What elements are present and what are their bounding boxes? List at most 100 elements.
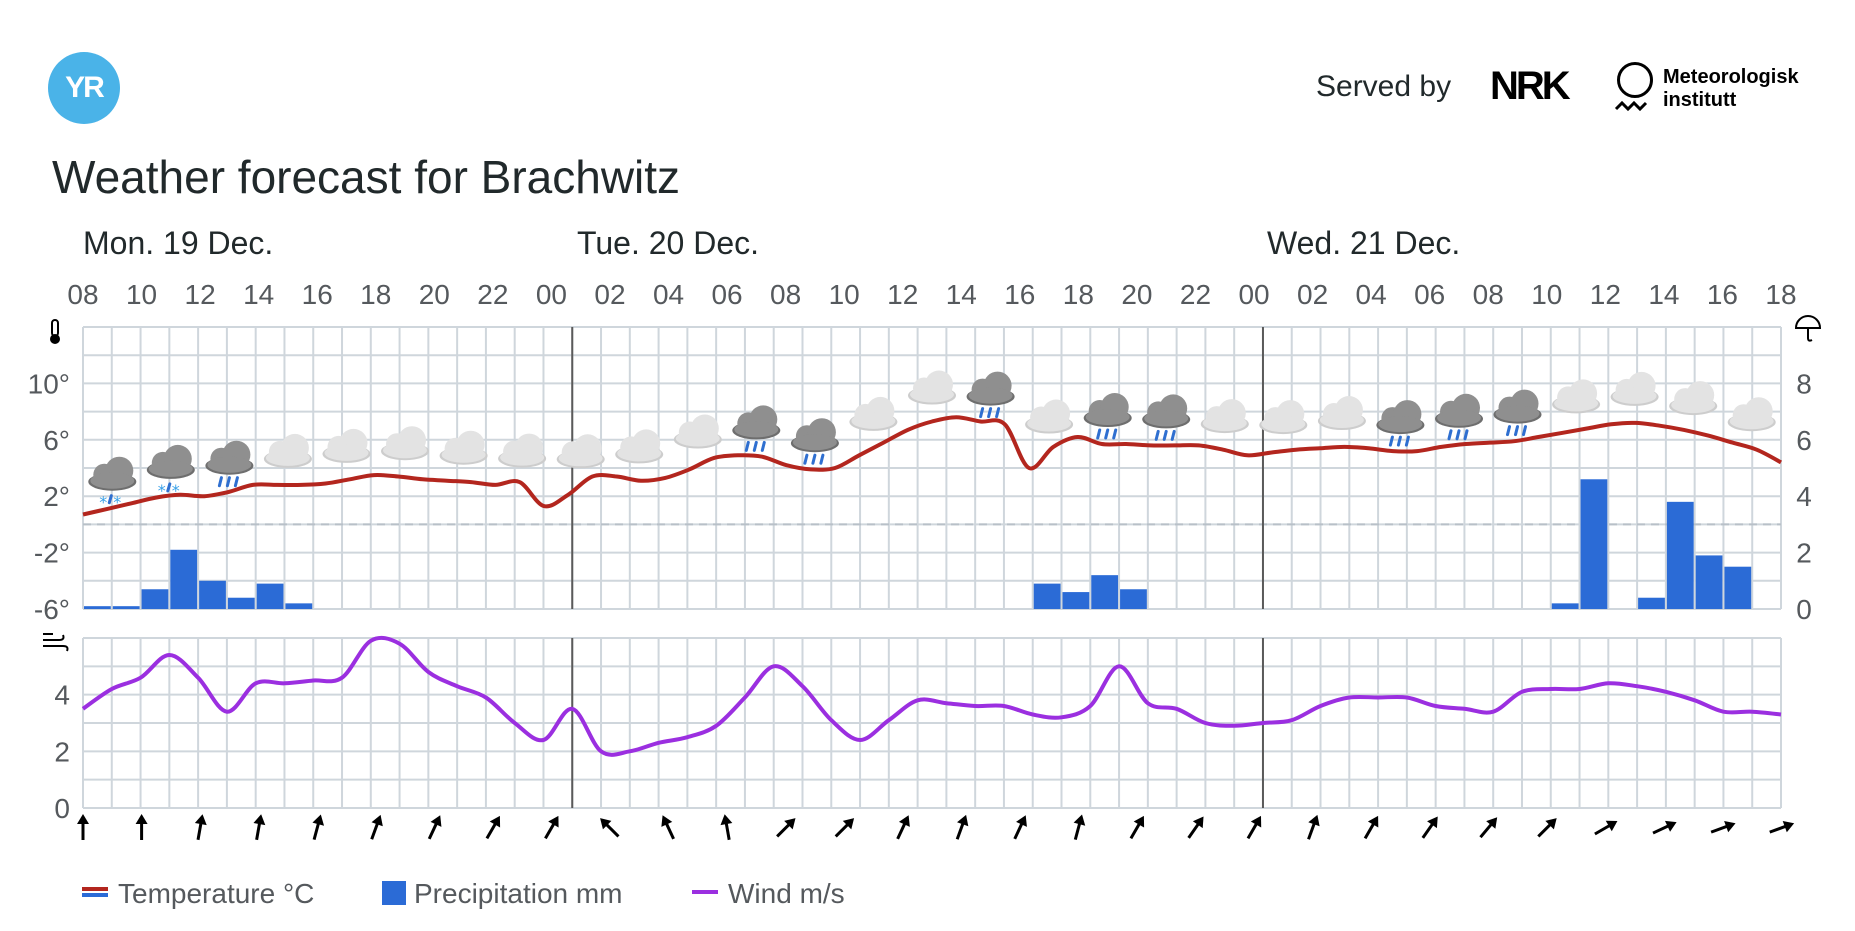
hour-tick-label: 18 bbox=[360, 279, 391, 310]
wind-arrow-icon bbox=[1769, 820, 1795, 834]
hour-tick-label: 22 bbox=[477, 279, 508, 310]
met-logo-wave bbox=[1614, 100, 1648, 112]
precipitation-bar bbox=[1580, 479, 1608, 609]
weather-symbols: * ** * bbox=[88, 370, 1776, 512]
precipitation-bars bbox=[84, 479, 1752, 609]
wind-arrow-icon bbox=[1246, 815, 1262, 840]
wind-arrow-icon bbox=[427, 815, 442, 840]
wind-line bbox=[81, 635, 1782, 757]
forecast-chart: * ** * 08 10 12 14 16 18 20 22 00 02 04 06 08 10 12 14 16 1… bbox=[28, 225, 1822, 841]
cloudy-icon bbox=[556, 434, 605, 469]
rain-icon bbox=[790, 418, 839, 465]
wind-arrow-icon bbox=[1537, 818, 1557, 838]
met-line-2: institutt bbox=[1663, 89, 1737, 111]
hour-tick-label: 16 bbox=[1004, 279, 1035, 310]
umbrella-icon bbox=[1794, 315, 1822, 342]
rain-icon bbox=[1376, 400, 1425, 447]
wind-arrow-icon bbox=[194, 814, 207, 841]
precipitation-bar bbox=[1666, 501, 1694, 609]
wind-arrow-icon bbox=[1710, 820, 1736, 834]
precipitation-bar bbox=[1062, 592, 1090, 609]
wind-arrow-icon bbox=[834, 818, 855, 838]
cloudy-icon bbox=[1317, 396, 1366, 430]
precipitation-bar bbox=[1091, 575, 1119, 609]
hour-tick-label: 04 bbox=[653, 279, 684, 310]
precipitation-bar bbox=[256, 583, 284, 609]
served-by-label: Served by bbox=[1316, 70, 1452, 103]
hour-tick-label: 22 bbox=[1180, 279, 1211, 310]
rain-icon bbox=[1435, 393, 1483, 441]
precipitation-bar bbox=[1638, 597, 1665, 609]
precipitation-bar bbox=[1120, 589, 1147, 609]
cloudy-icon bbox=[263, 433, 312, 468]
legend-wind-label: Wind m/s bbox=[728, 878, 845, 909]
day-label: Tue. 20 Dec. bbox=[577, 225, 759, 261]
hour-tick-label: 12 bbox=[887, 279, 918, 310]
wind-arrow-icon bbox=[544, 815, 559, 840]
cloudy-icon bbox=[439, 430, 488, 465]
wind-arrow-icon bbox=[955, 814, 969, 840]
nrk-logo: NRK bbox=[1490, 64, 1571, 108]
cloudy-icon bbox=[849, 396, 898, 431]
svg-text:*: * bbox=[113, 493, 121, 512]
wind-arrow-icon bbox=[312, 814, 325, 840]
wind-direction-arrows bbox=[77, 814, 1795, 841]
wind-arrow-icon bbox=[1073, 814, 1086, 840]
wind-arrow-icon bbox=[1307, 814, 1320, 840]
svg-text:*: * bbox=[172, 481, 180, 500]
legend-temperature-swatch bbox=[82, 887, 108, 897]
hour-tick-label: 12 bbox=[185, 279, 216, 310]
hour-tick-label: 08 bbox=[1473, 279, 1504, 310]
rain-icon bbox=[1493, 389, 1542, 437]
svg-text:*: * bbox=[158, 481, 166, 500]
precipitation-bar bbox=[1551, 603, 1579, 609]
wind-arrow-icon bbox=[1652, 820, 1677, 835]
hour-tick-label: 20 bbox=[1121, 279, 1152, 310]
rain-icon bbox=[1142, 394, 1191, 441]
precipitation-tick-label: 8 bbox=[1796, 368, 1812, 399]
wind-arrow-icon bbox=[1363, 815, 1379, 840]
hour-tick-label: 20 bbox=[419, 279, 450, 310]
sleet-icon: * * bbox=[146, 444, 195, 500]
temperature-line bbox=[82, 415, 1782, 517]
hour-tick-label: 14 bbox=[243, 279, 274, 310]
wind-arrow-icon bbox=[1129, 815, 1145, 840]
precipitation-bar bbox=[1724, 566, 1752, 609]
svg-text:*: * bbox=[99, 493, 107, 512]
cloudy-icon bbox=[322, 428, 371, 463]
cloudy-icon bbox=[1727, 397, 1776, 432]
wind-arrow-icon bbox=[720, 814, 733, 841]
day-label: Wed. 21 Dec. bbox=[1267, 225, 1460, 261]
rain-icon bbox=[966, 371, 1015, 419]
precipitation-bar bbox=[112, 606, 140, 609]
wind-arrow-icon bbox=[1479, 817, 1498, 839]
legend-wind-swatch bbox=[692, 890, 718, 894]
hour-tick-label: 04 bbox=[1356, 279, 1387, 310]
precipitation-bar bbox=[1033, 583, 1061, 609]
precipitation-bar bbox=[84, 606, 111, 609]
cloudy-icon bbox=[673, 414, 722, 449]
hour-tick-label: 02 bbox=[1297, 279, 1328, 310]
cloudy-icon bbox=[1200, 399, 1249, 434]
grid bbox=[82, 326, 1782, 809]
hour-tick-label: 10 bbox=[829, 279, 860, 310]
met-logo-text: Meteorologisk institutt bbox=[1663, 66, 1799, 112]
hour-tick-label: 10 bbox=[1531, 279, 1562, 310]
met-line-1: Meteorologisk bbox=[1663, 66, 1799, 88]
precipitation-tick-label: 0 bbox=[1796, 594, 1812, 625]
precipitation-bar bbox=[170, 549, 198, 609]
cloudy-icon bbox=[381, 426, 429, 461]
precipitation-bar bbox=[199, 580, 226, 609]
hour-tick-label: 00 bbox=[536, 279, 567, 310]
cloudy-icon bbox=[1552, 379, 1601, 414]
wind-tick-label: 2 bbox=[54, 736, 70, 767]
precipitation-bar bbox=[1695, 555, 1723, 609]
wind-arrow-icon bbox=[253, 814, 266, 841]
wind-arrow-icon bbox=[77, 814, 89, 840]
hour-tick-label: 18 bbox=[1063, 279, 1094, 310]
wind-arrow-icon bbox=[485, 815, 501, 840]
hour-tick-label: 00 bbox=[1238, 279, 1269, 310]
temperature-tick-label: 6° bbox=[43, 425, 70, 456]
hour-tick-label: 14 bbox=[1648, 279, 1679, 310]
thermometer-icon bbox=[50, 319, 60, 344]
